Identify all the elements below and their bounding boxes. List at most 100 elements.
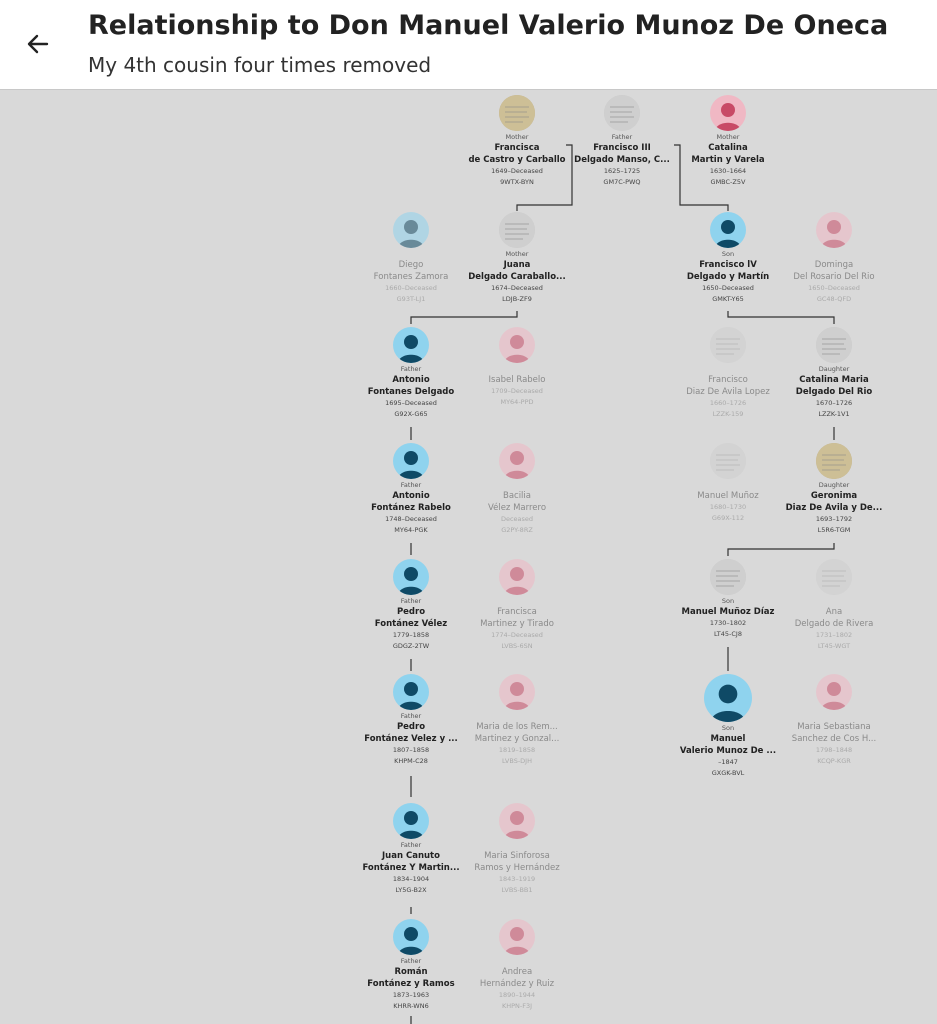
person-card[interactable]: Francisca Martinez y Tirado 1774–Deceased L… [452,559,582,652]
relationship-label [769,712,899,721]
avatar[interactable] [816,559,852,595]
person-card[interactable]: Son Manuel Valerio Munoz De ... –1847 GXGK-B… [663,674,793,779]
person-card[interactable]: Andrea Hernández y Ruiz 1890–1944 KHPN-F3J [452,919,582,1012]
life-dates: 1890–1944 [498,991,536,999]
person-id: LVBS-DJH [502,757,532,765]
relationship-label: Father [400,365,422,373]
person-silhouette-icon [398,682,424,710]
person-id: GXGK-BVL [711,769,745,777]
surname: Vélez Marrero [487,503,547,513]
person-id: LT45-WGT [817,642,851,650]
person-id: G93T-LJ1 [396,295,426,303]
avatar[interactable] [710,559,746,595]
surname: Ramos y Hernández [474,863,560,873]
person-card[interactable]: Mother Catalina Martin y Varela 1630–1664 GM… [663,95,793,188]
person-silhouette-icon [710,684,746,722]
avatar[interactable] [393,327,429,363]
relationship-label: Father [400,597,422,605]
avatar[interactable] [393,919,429,955]
person-card[interactable]: Mother Juana Delgado Caraballo... 1674–Dece… [452,212,582,305]
person-card[interactable]: Daughter Geronima Diaz De Avila y De... 169… [769,443,899,536]
avatar[interactable] [816,212,852,248]
person-card[interactable]: Father Francisco III Delgado Manso, C... 16… [557,95,687,188]
person-card[interactable]: Bacilia Vélez Marrero Deceased G2PY-8RZ [452,443,582,536]
relationship-label: Father [400,957,422,965]
person-card[interactable]: Isabel Rabelo 1709–Deceased MY64-PPD [452,327,582,408]
life-dates: 1709–Deceased [491,387,543,395]
relationship-label: Mother [716,133,740,141]
person-card[interactable]: Father Antonio Fontánez Rabelo 1748–Decease… [346,443,476,536]
relationship-label: Father [400,712,422,720]
relationship-label: Son [721,597,735,605]
avatar[interactable] [393,559,429,595]
person-card[interactable]: Manuel Muñoz 1680–1730 G69X-112 [663,443,793,524]
relationship-label: Son [721,250,735,258]
person-card[interactable]: Father Juan Canuto Fontánez Y Martin... 183… [346,803,476,896]
avatar[interactable] [710,443,746,479]
avatar[interactable] [710,327,746,363]
avatar[interactable] [393,674,429,710]
avatar[interactable] [499,327,535,363]
record-photo-icon [604,95,640,131]
avatar[interactable] [816,443,852,479]
avatar[interactable] [710,212,746,248]
relationship-tree[interactable]: Mother Francisca de Castro y Carballo 1649–… [0,91,937,1024]
person-card[interactable]: Diego Fontanes Zamora 1660–Deceased G93T-LJ… [346,212,476,305]
avatar[interactable] [604,95,640,131]
relationship-label: Daughter [818,481,850,489]
avatar[interactable] [393,443,429,479]
avatar[interactable] [499,95,535,131]
person-card[interactable]: Father Pedro Fontánez Vélez 1779–1858 GDGZ-2… [346,559,476,652]
person-card[interactable]: Son Manuel Muñoz Díaz 1730–1802 LT45-CJ8 [663,559,793,640]
avatar[interactable] [499,212,535,248]
record-photo-icon [499,95,535,131]
person-id: L5R6-TGM [817,526,851,534]
avatar[interactable] [710,95,746,131]
app-header: Relationship to Don Manuel Valerio Munoz… [0,0,937,90]
given-name: Isabel Rabelo [488,375,546,385]
given-name: Maria Sinforosa [484,851,550,861]
avatar[interactable] [816,327,852,363]
person-card[interactable]: Dominga Del Rosario Del Rio 1650–Deceased G… [769,212,899,305]
avatar[interactable] [704,674,752,722]
avatar[interactable] [499,919,535,955]
person-card[interactable]: Daughter Catalina Maria Delgado Del Rio 167… [769,327,899,420]
person-card[interactable]: Father Antonio Fontanes Delgado 1695–Deceas… [346,327,476,420]
person-id: LY5G-B2X [395,886,427,894]
person-silhouette-icon [504,811,530,839]
avatar[interactable] [499,559,535,595]
life-dates: 1695–Deceased [385,399,437,407]
person-card[interactable]: Maria Sinforosa Ramos y Hernández 1843–191… [452,803,582,896]
record-photo-icon [816,559,852,595]
back-button[interactable] [18,28,58,60]
life-dates: 1625–1725 [603,167,641,175]
record-photo-icon [816,443,852,479]
person-card[interactable]: Father Román Fontánez y Ramos 1873–1963 KHRR… [346,919,476,1012]
avatar[interactable] [499,443,535,479]
surname: Del Rosario Del Rio [793,272,875,282]
relationship-label [452,841,582,850]
person-card[interactable]: Francisco Diaz De Avila Lopez 1660–1726 LZZ… [663,327,793,420]
person-card[interactable]: Father Pedro Fontánez Velez y ... 1807–1858… [346,674,476,767]
record-photo-icon [816,327,852,363]
avatar[interactable] [393,212,429,248]
person-id: G92X-G65 [394,410,428,418]
person-card[interactable]: Mother Francisca de Castro y Carballo 1649–… [452,95,582,188]
life-dates: 1748–Deceased [385,515,437,523]
life-dates: 1730–1802 [709,619,747,627]
person-card[interactable]: Maria de los Rem... Martinez y Gonzal... 1… [452,674,582,767]
avatar[interactable] [499,674,535,710]
person-card[interactable]: Ana Delgado de Rivera 1731–1802 LT45-WGT [769,559,899,652]
person-card[interactable]: Maria Sebastiana Sanchez de Cos H... 1798–… [769,674,899,767]
avatar[interactable] [393,803,429,839]
avatar[interactable] [499,803,535,839]
person-card[interactable]: Son Francisco lV Delgado y Martín 1650–Dece… [663,212,793,305]
relationship-label: Son [721,724,735,732]
avatar[interactable] [816,674,852,710]
surname: Delgado Caraballo... [468,272,566,282]
given-name: Maria Sebastiana [797,722,871,732]
life-dates: 1798–1848 [815,746,853,754]
relationship-label [452,597,582,606]
life-dates: 1834–1904 [392,875,430,883]
arrow-left-icon [27,34,49,54]
